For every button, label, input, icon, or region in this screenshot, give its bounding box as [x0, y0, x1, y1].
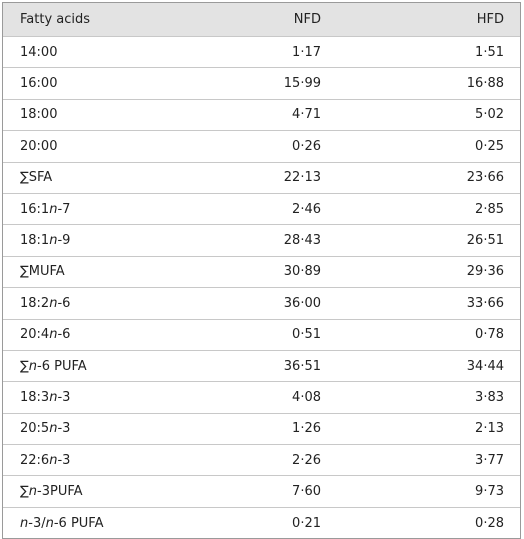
- table-row: 14:00 1·17 1·51: [3, 36, 520, 68]
- value-cell: 0·78: [475, 327, 504, 343]
- row-label: 20:5n-3: [20, 421, 71, 437]
- value-cell: 0·51: [292, 327, 321, 343]
- header-cell: HFD: [476, 12, 504, 27]
- table-row: ∑n-3PUFA 7·60 9·73: [3, 475, 520, 507]
- row-label: 16:00: [20, 76, 58, 92]
- table-row: 16:00 15·99 16·88: [3, 67, 520, 99]
- value-cell: 2·13: [475, 421, 504, 437]
- table-row: 22:6n-3 2·26 3·77: [3, 444, 520, 476]
- value-cell: 4·71: [292, 107, 321, 123]
- table-header: Fatty acids NFD HFD: [3, 3, 520, 37]
- value-cell: 1·17: [292, 44, 321, 60]
- value-cell: 30·89: [283, 264, 321, 280]
- table: Fatty acids NFD HFD 14:00 1·17 1·51 16:00 15…: [3, 3, 520, 538]
- row-label: 18:00: [20, 107, 58, 123]
- value-cell: 28·43: [283, 233, 321, 249]
- value-cell: 36·00: [283, 295, 321, 311]
- row-label: 18:2n-6: [20, 295, 71, 311]
- value-cell: 29·36: [466, 264, 504, 280]
- table-row: 16:1n-7 2·46 2·85: [3, 193, 520, 224]
- row-label: 18:1n-9: [20, 233, 71, 249]
- table-row: 18:1n-9 28·43 26·51: [3, 224, 520, 256]
- value-cell: 23·66: [466, 170, 504, 186]
- table-row: n-3/n-6 PUFA 0·21 0·28: [3, 507, 520, 538]
- value-cell: 5·02: [475, 107, 504, 123]
- value-cell: 0·26: [292, 138, 321, 154]
- value-cell: 3·77: [475, 452, 504, 468]
- value-cell: 34·44: [466, 358, 504, 374]
- header-row: Fatty acids NFD HFD: [3, 3, 520, 37]
- header-cell: Fatty acids: [20, 12, 91, 27]
- row-label: 20:4n-6: [20, 327, 71, 343]
- value-cell: 3·83: [475, 389, 504, 405]
- row-label: ∑n-6 PUFA: [20, 358, 87, 374]
- value-cell: 9·73: [475, 484, 504, 500]
- table-row: 18:00 4·71 5·02: [3, 99, 520, 130]
- value-cell: 4·08: [292, 389, 321, 405]
- table-row: 20:5n-3 1·26 2·13: [3, 413, 520, 444]
- table-row: ∑SFA 22·13 23·66: [3, 162, 520, 193]
- value-cell: 36·51: [283, 358, 321, 374]
- row-label: ∑MUFA: [20, 264, 65, 280]
- row-label: 22:6n-3: [20, 452, 71, 468]
- table-row: 18:2n-6 36·00 33·66: [3, 287, 520, 319]
- value-cell: 22·13: [283, 170, 321, 186]
- value-cell: 1·51: [475, 44, 504, 60]
- row-label: 20:00: [20, 138, 58, 154]
- value-cell: 15·99: [283, 76, 321, 92]
- value-cell: 16·88: [466, 76, 504, 92]
- row-label: ∑n-3PUFA: [20, 484, 83, 500]
- value-cell: 0·28: [475, 515, 504, 531]
- table-row: 20:4n-6 0·51 0·78: [3, 319, 520, 350]
- row-label: n-3/n-6 PUFA: [20, 515, 104, 531]
- value-cell: 0·25: [475, 138, 504, 154]
- table-row: 20:00 0·26 0·25: [3, 130, 520, 162]
- value-cell: 7·60: [292, 484, 321, 500]
- table-body: 14:00 1·17 1·51 16:00 15·99 16·88 18:00 4·71 5·0…: [3, 36, 520, 539]
- table-row: ∑n-6 PUFA 36·51 34·44: [3, 350, 520, 381]
- value-cell: 2·46: [292, 201, 321, 217]
- row-label: 16:1n-7: [20, 201, 71, 217]
- table-row: 18:3n-3 4·08 3·83: [3, 381, 520, 413]
- value-cell: 2·26: [292, 452, 321, 468]
- value-cell: 0·21: [292, 515, 321, 531]
- value-cell: 2·85: [475, 201, 504, 217]
- row-label: 18:3n-3: [20, 389, 71, 405]
- row-label: 14:00: [20, 44, 58, 60]
- value-cell: 33·66: [466, 295, 504, 311]
- header-cell: NFD: [293, 12, 321, 27]
- value-cell: 1·26: [292, 421, 321, 437]
- row-label: ∑SFA: [20, 170, 53, 186]
- value-cell: 26·51: [466, 233, 504, 249]
- table-row: ∑MUFA 30·89 29·36: [3, 256, 520, 287]
